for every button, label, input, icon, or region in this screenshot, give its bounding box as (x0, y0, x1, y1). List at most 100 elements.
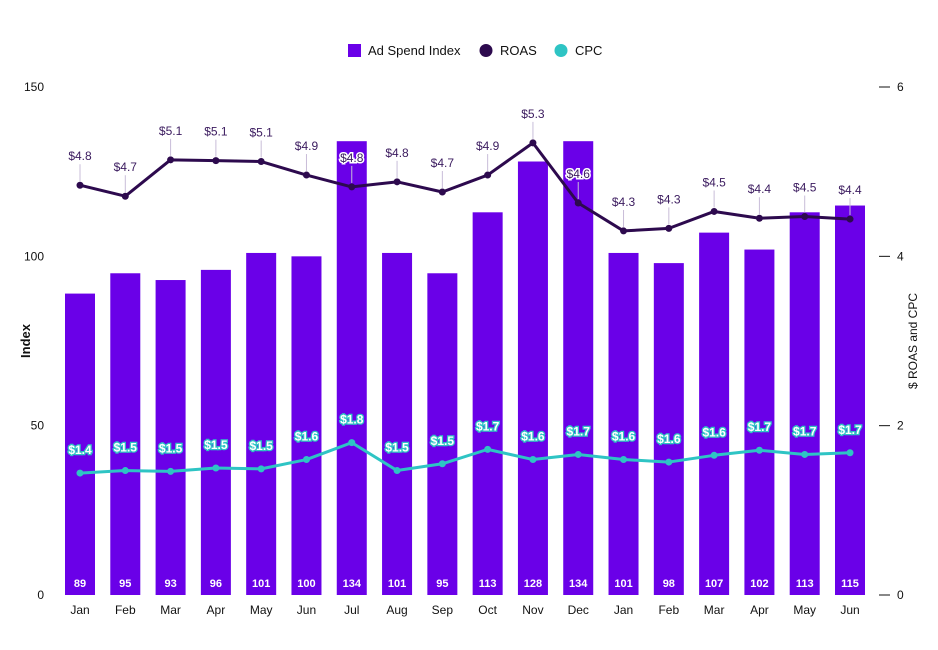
bar (337, 141, 367, 595)
x-tick-label: May (250, 603, 273, 617)
data-point (665, 459, 672, 466)
cpc-value-label: $1.5 (431, 434, 455, 448)
roas-value-label: $4.5 (702, 175, 726, 189)
bar (291, 256, 321, 595)
roas-value-label: $4.6 (567, 167, 591, 181)
legend-label: CPC (575, 43, 602, 58)
data-point (529, 456, 536, 463)
bar-value-label: 101 (614, 578, 632, 590)
cpc-value-label: $1.6 (521, 430, 545, 444)
data-point (212, 465, 219, 472)
data-point (394, 467, 401, 474)
data-point (258, 465, 265, 472)
cpc-value-label: $1.5 (159, 441, 183, 455)
roas-value-label: $4.7 (431, 156, 455, 170)
bar-value-label: 98 (663, 578, 675, 590)
x-tick-label: Apr (750, 603, 769, 617)
cpc-value-label: $1.5 (204, 438, 228, 452)
bar-series (65, 141, 865, 595)
data-point (303, 456, 310, 463)
cpc-value-label: $1.5 (249, 439, 273, 453)
x-tick-label: Mar (160, 603, 181, 617)
x-axis: Jan Feb Mar Apr May Jun Jul Aug Sep Oct Nov Dec Jan F… (70, 603, 859, 617)
data-point (122, 193, 129, 200)
roas-value-label: $4.4 (838, 183, 862, 197)
combo-chart: Ad Spend Index ROAS CPC 050100150Index 024… (0, 0, 938, 650)
data-point (439, 188, 446, 195)
cpc-value-label: $1.8 (340, 413, 364, 427)
data-point (711, 452, 718, 459)
roas-value-label: $4.8 (340, 151, 364, 165)
cpc-series (77, 439, 854, 476)
right-tick-label: 0 (897, 588, 904, 602)
bar-value-label: 95 (119, 578, 131, 590)
bar (790, 212, 820, 595)
data-point (77, 470, 84, 477)
roas-value-label: $4.8 (385, 146, 409, 160)
legend-item: CPC (555, 43, 603, 58)
bar-value-label: 101 (388, 578, 406, 590)
right-axis-title: $ ROAS and CPC (906, 293, 920, 389)
x-tick-label: Oct (478, 603, 497, 617)
x-tick-label: Mar (704, 603, 725, 617)
bar-value-label: 96 (210, 578, 222, 590)
data-point (484, 446, 491, 453)
roas-value-label: $5.1 (204, 125, 228, 139)
right-axis: 0 2 4 6 $ ROAS and CPC (879, 80, 920, 602)
bar-value-label: 89 (74, 578, 86, 590)
bar-value-label: 128 (524, 578, 542, 590)
data-point (575, 199, 582, 206)
roas-series (77, 139, 854, 234)
data-point (394, 178, 401, 185)
x-tick-label: Jan (70, 603, 89, 617)
left-tick-label: 50 (31, 419, 45, 433)
legend: Ad Spend Index ROAS CPC (348, 43, 602, 58)
legend-item: Ad Spend Index (348, 43, 461, 58)
legend-label: Ad Spend Index (368, 43, 461, 58)
data-point (847, 449, 854, 456)
data-point (575, 451, 582, 458)
bar-value-label: 93 (164, 578, 176, 590)
data-point (620, 456, 627, 463)
right-tick-label: 2 (897, 419, 904, 433)
bar-value-label: 113 (796, 578, 814, 590)
bar-value-label: 134 (569, 578, 588, 590)
data-point (711, 208, 718, 215)
roas-value-label: $4.5 (793, 181, 817, 195)
bar-value-label: 107 (705, 578, 723, 590)
x-tick-label: Jun (297, 603, 316, 617)
cpc-value-label: $1.7 (476, 419, 500, 433)
data-point (439, 460, 446, 467)
right-tick-label: 6 (897, 80, 904, 94)
bar-value-label: 100 (297, 578, 315, 590)
x-tick-label: Dec (568, 603, 589, 617)
roas-value-label: $5.1 (249, 126, 273, 140)
data-labels: 89 95 93 96 101 100 134 101 95 113 128 134 101 98 107 1… (68, 107, 862, 590)
roas-value-label: $4.8 (68, 149, 92, 163)
data-point (620, 227, 627, 234)
legend-item: ROAS (480, 43, 538, 58)
data-point (801, 451, 808, 458)
bar (473, 212, 503, 595)
left-tick-label: 0 (37, 588, 44, 602)
x-tick-label: Feb (115, 603, 136, 617)
x-tick-label: Apr (207, 603, 226, 617)
left-tick-label: 150 (24, 80, 44, 94)
legend-swatch (348, 44, 361, 57)
bar (382, 253, 412, 595)
series-line (80, 443, 850, 473)
bar (835, 206, 865, 595)
data-point (484, 172, 491, 179)
left-axis-title: Index (18, 323, 33, 358)
x-tick-label: Jan (614, 603, 633, 617)
bar (609, 253, 639, 595)
x-tick-label: Jun (840, 603, 859, 617)
legend-swatch (555, 44, 568, 57)
bar (201, 270, 231, 595)
cpc-value-label: $1.7 (838, 423, 862, 437)
left-axis: 0 50 100 150 Index (18, 80, 44, 602)
data-point (167, 156, 174, 163)
bar-value-label: 134 (343, 578, 362, 590)
legend-swatch (480, 44, 493, 57)
data-point (212, 157, 219, 164)
